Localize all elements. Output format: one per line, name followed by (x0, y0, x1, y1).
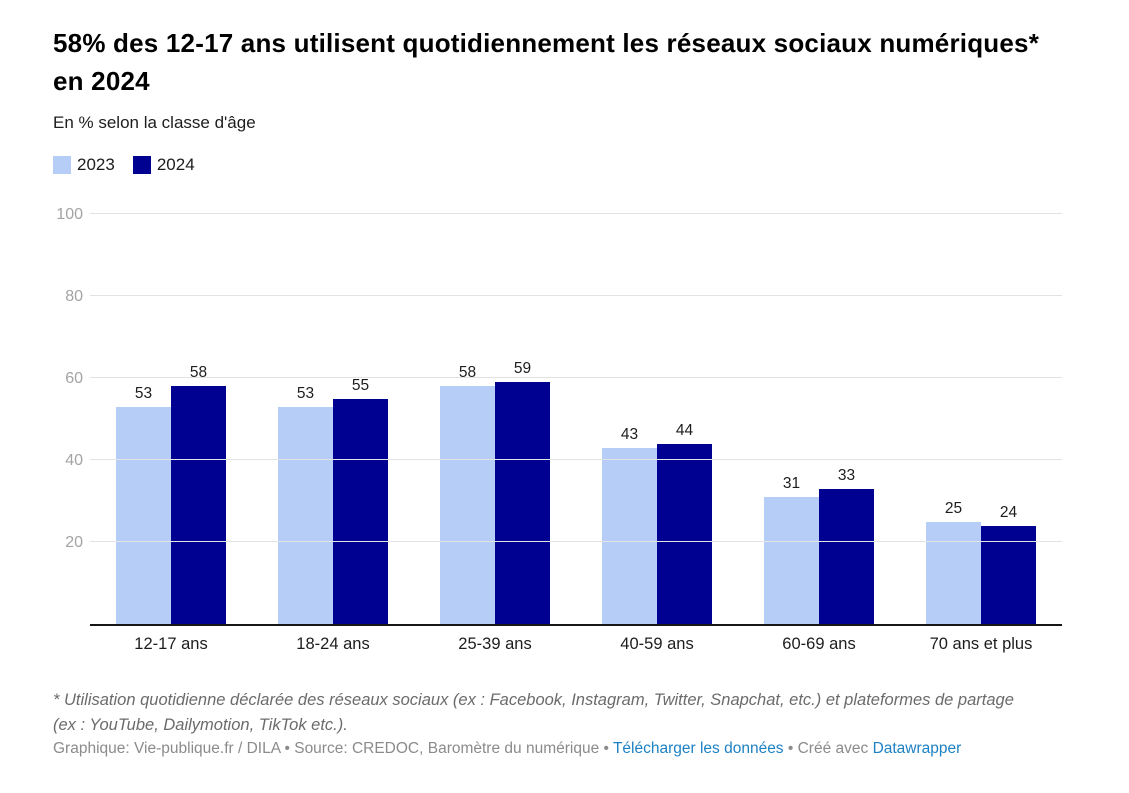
legend-label: 2024 (156, 155, 195, 174)
value-label: 24 (999, 503, 1018, 521)
chart-title: 58% des 12-17 ans utilisent quotidiennem… (53, 28, 1040, 96)
bar-2023-40-59 ans[interactable] (602, 447, 657, 624)
bar-group-40-59 ans: 43 44 40-59 ans (602, 216, 712, 653)
bar-column: 59 (495, 360, 550, 624)
chart-legend: 2023 2024 (53, 155, 1063, 175)
x-axis-label: 25-39 ans (458, 635, 532, 653)
bar-column: 55 (333, 376, 388, 624)
chart-attribution: Graphique: Vie-publique.fr / DILA • Sour… (53, 740, 1063, 758)
x-axis-label: 60-69 ans (782, 635, 856, 653)
value-label: 31 (782, 474, 801, 492)
x-axis-label: 40-59 ans (620, 635, 694, 653)
gridline-100 (90, 213, 1062, 214)
bar-2023-12-17 ans[interactable] (116, 406, 171, 624)
bar-group-25-39 ans: 58 59 25-39 ans (440, 216, 550, 653)
gridline-20 (90, 541, 1062, 542)
value-label: 44 (675, 421, 694, 439)
legend-label: 2023 (77, 155, 115, 174)
gridline-80 (90, 295, 1062, 296)
bar-2023-70 ans et plus[interactable] (926, 521, 981, 624)
bar-2024-60-69 ans[interactable] (819, 488, 874, 624)
bar-group-60-69 ans: 31 33 60-69 ans (764, 216, 874, 653)
bar-2023-25-39 ans[interactable] (440, 386, 495, 624)
legend-item-2024: 2024 (132, 155, 195, 175)
bar-column: 44 (657, 422, 712, 624)
value-label: 58 (458, 364, 477, 382)
gridline-60 (90, 377, 1062, 378)
bar-groups: 53 58 12-17 ans 53 55 18-24 ans 58 59 25-39 ans 4… (90, 216, 1062, 653)
value-label: 33 (837, 466, 856, 484)
value-label: 58 (189, 364, 208, 382)
value-label: 25 (944, 499, 963, 517)
bar-column: 24 (981, 504, 1036, 624)
value-label: 43 (620, 425, 639, 443)
bar-2024-12-17 ans[interactable] (171, 386, 226, 624)
x-axis-label: 12-17 ans (134, 635, 208, 653)
y-axis-tick-label: 40 (65, 452, 83, 469)
bar-2024-18-24 ans[interactable] (333, 398, 388, 624)
bar-column: 53 (116, 385, 171, 624)
bar-column: 53 (278, 385, 333, 624)
chart-footnote: * Utilisation quotidienne déclarée des r… (53, 691, 1014, 734)
x-axis-label: 18-24 ans (296, 635, 370, 653)
bar-column: 25 (926, 499, 981, 624)
download-data-link[interactable]: Télécharger les données (612, 740, 784, 757)
attribution-source-text: Graphique: Vie-publique.fr / DILA • Sour… (53, 740, 613, 757)
y-axis-tick-label: 100 (56, 206, 83, 223)
bar-2024-40-59 ans[interactable] (657, 443, 712, 624)
bar-column: 31 (764, 475, 819, 624)
bar-2024-70 ans et plus[interactable] (981, 525, 1036, 624)
y-axis-tick-label: 80 (65, 288, 83, 305)
bar-column: 33 (819, 467, 874, 624)
bar-chart: 53 58 12-17 ans 53 55 18-24 ans 58 59 25-39 ans 4… (53, 206, 1062, 676)
value-label: 53 (134, 384, 153, 402)
x-axis-label: 70 ans et plus (929, 635, 1033, 653)
datawrapper-link[interactable]: Datawrapper (872, 740, 962, 757)
bar-column: 43 (602, 426, 657, 624)
bar-2023-18-24 ans[interactable] (278, 406, 333, 624)
legend-swatch-2023 (53, 156, 71, 174)
chart-subtitle: En % selon la classe d'âge (53, 113, 256, 132)
value-label: 53 (296, 384, 315, 402)
bar-2023-60-69 ans[interactable] (764, 496, 819, 624)
gridline-40 (90, 459, 1062, 460)
bar-group-70 ans et plus: 25 24 70 ans et plus (926, 216, 1036, 653)
y-axis-tick-label: 20 (65, 534, 83, 551)
y-axis-tick-label: 60 (65, 370, 83, 387)
value-label: 59 (513, 360, 532, 378)
bar-column: 58 (440, 364, 495, 624)
value-label: 55 (351, 376, 370, 394)
attribution-created-with: • Créé avec (783, 740, 873, 757)
legend-item-2023: 2023 (53, 155, 115, 175)
legend-swatch-2024 (132, 156, 151, 174)
bar-group-12-17 ans: 53 58 12-17 ans (116, 216, 226, 653)
bar-2024-25-39 ans[interactable] (495, 382, 550, 624)
bar-column: 58 (171, 364, 226, 624)
bar-group-18-24 ans: 53 55 18-24 ans (278, 216, 388, 653)
plot-area: 53 58 12-17 ans 53 55 18-24 ans 58 59 25-39 ans 4… (90, 213, 1062, 653)
chart-header: 58% des 12-17 ans utilisent quotidiennem… (53, 24, 1063, 175)
